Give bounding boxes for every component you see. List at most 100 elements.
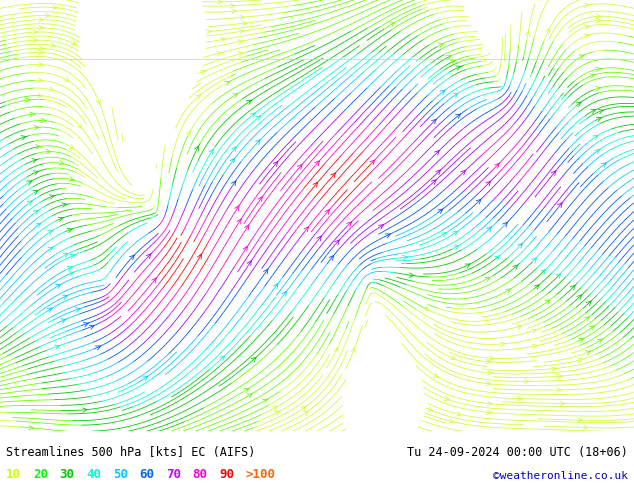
FancyArrowPatch shape xyxy=(557,203,562,208)
FancyArrowPatch shape xyxy=(465,264,470,268)
FancyArrowPatch shape xyxy=(83,322,89,327)
FancyArrowPatch shape xyxy=(33,30,38,34)
FancyArrowPatch shape xyxy=(237,219,241,224)
FancyArrowPatch shape xyxy=(526,31,530,36)
FancyArrowPatch shape xyxy=(67,228,73,233)
FancyArrowPatch shape xyxy=(55,345,60,349)
FancyArrowPatch shape xyxy=(173,112,178,117)
FancyArrowPatch shape xyxy=(403,255,408,260)
FancyArrowPatch shape xyxy=(489,356,495,361)
FancyArrowPatch shape xyxy=(77,29,82,34)
FancyArrowPatch shape xyxy=(233,94,238,98)
FancyArrowPatch shape xyxy=(317,236,321,241)
FancyArrowPatch shape xyxy=(488,370,493,375)
FancyArrowPatch shape xyxy=(579,55,584,59)
FancyArrowPatch shape xyxy=(456,66,462,70)
FancyArrowPatch shape xyxy=(456,412,462,416)
FancyArrowPatch shape xyxy=(224,81,230,86)
FancyArrowPatch shape xyxy=(209,149,213,154)
FancyArrowPatch shape xyxy=(578,358,583,363)
FancyArrowPatch shape xyxy=(329,255,333,260)
Text: 90: 90 xyxy=(219,468,235,481)
FancyArrowPatch shape xyxy=(275,411,280,415)
FancyArrowPatch shape xyxy=(65,77,69,81)
FancyArrowPatch shape xyxy=(453,231,458,236)
FancyArrowPatch shape xyxy=(390,399,395,403)
FancyArrowPatch shape xyxy=(264,269,268,274)
FancyArrowPatch shape xyxy=(230,158,235,163)
FancyArrowPatch shape xyxy=(256,116,261,120)
FancyArrowPatch shape xyxy=(590,326,595,330)
FancyArrowPatch shape xyxy=(576,102,581,106)
Text: 20: 20 xyxy=(33,468,48,481)
FancyArrowPatch shape xyxy=(552,171,556,175)
Text: 50: 50 xyxy=(113,468,128,481)
FancyArrowPatch shape xyxy=(82,408,87,412)
FancyArrowPatch shape xyxy=(578,418,583,422)
FancyArrowPatch shape xyxy=(557,388,562,392)
FancyArrowPatch shape xyxy=(485,277,490,281)
FancyArrowPatch shape xyxy=(453,245,458,250)
FancyArrowPatch shape xyxy=(597,117,602,122)
FancyArrowPatch shape xyxy=(56,284,61,289)
FancyArrowPatch shape xyxy=(597,339,602,343)
FancyArrowPatch shape xyxy=(532,258,536,263)
Text: 70: 70 xyxy=(166,468,181,481)
FancyArrowPatch shape xyxy=(335,240,339,245)
FancyArrowPatch shape xyxy=(61,319,67,323)
FancyArrowPatch shape xyxy=(438,43,443,48)
FancyArrowPatch shape xyxy=(53,5,58,9)
FancyArrowPatch shape xyxy=(89,325,94,329)
FancyArrowPatch shape xyxy=(444,396,450,400)
FancyArrowPatch shape xyxy=(545,300,550,304)
FancyArrowPatch shape xyxy=(595,149,600,154)
FancyArrowPatch shape xyxy=(262,399,268,403)
FancyArrowPatch shape xyxy=(119,31,122,37)
FancyArrowPatch shape xyxy=(427,407,434,411)
FancyArrowPatch shape xyxy=(461,171,465,175)
FancyArrowPatch shape xyxy=(595,87,601,91)
Text: 10: 10 xyxy=(6,468,22,481)
FancyArrowPatch shape xyxy=(487,227,491,232)
FancyArrowPatch shape xyxy=(200,71,206,74)
FancyArrowPatch shape xyxy=(39,46,44,50)
FancyArrowPatch shape xyxy=(584,3,590,8)
FancyArrowPatch shape xyxy=(347,222,351,226)
FancyArrowPatch shape xyxy=(518,396,523,401)
FancyArrowPatch shape xyxy=(39,62,44,67)
FancyArrowPatch shape xyxy=(197,254,202,259)
Text: ©weatheronline.co.uk: ©weatheronline.co.uk xyxy=(493,471,628,481)
FancyArrowPatch shape xyxy=(231,181,236,186)
FancyArrowPatch shape xyxy=(313,182,318,187)
FancyArrowPatch shape xyxy=(247,261,251,266)
FancyArrowPatch shape xyxy=(506,289,510,293)
FancyArrowPatch shape xyxy=(129,255,134,260)
FancyArrowPatch shape xyxy=(503,32,508,36)
FancyArrowPatch shape xyxy=(586,351,591,355)
FancyArrowPatch shape xyxy=(247,393,252,398)
FancyArrowPatch shape xyxy=(584,34,590,38)
FancyArrowPatch shape xyxy=(196,95,200,99)
FancyArrowPatch shape xyxy=(235,206,239,211)
FancyArrowPatch shape xyxy=(251,357,256,362)
FancyArrowPatch shape xyxy=(378,225,384,229)
FancyArrowPatch shape xyxy=(409,273,415,277)
FancyArrowPatch shape xyxy=(385,234,390,238)
Text: Streamlines 500 hPa [kts] EC (AIFS): Streamlines 500 hPa [kts] EC (AIFS) xyxy=(6,446,256,459)
FancyArrowPatch shape xyxy=(244,388,249,392)
FancyArrowPatch shape xyxy=(68,272,74,276)
FancyArrowPatch shape xyxy=(456,114,460,119)
FancyArrowPatch shape xyxy=(71,41,76,45)
FancyArrowPatch shape xyxy=(438,209,443,214)
FancyArrowPatch shape xyxy=(513,265,518,270)
FancyArrowPatch shape xyxy=(67,267,73,270)
FancyArrowPatch shape xyxy=(596,18,602,23)
FancyArrowPatch shape xyxy=(378,422,383,426)
FancyArrowPatch shape xyxy=(152,278,156,283)
FancyArrowPatch shape xyxy=(450,60,455,64)
FancyArrowPatch shape xyxy=(441,233,446,237)
FancyArrowPatch shape xyxy=(25,98,30,102)
FancyArrowPatch shape xyxy=(29,425,34,430)
FancyArrowPatch shape xyxy=(63,295,68,299)
FancyArrowPatch shape xyxy=(301,406,306,411)
